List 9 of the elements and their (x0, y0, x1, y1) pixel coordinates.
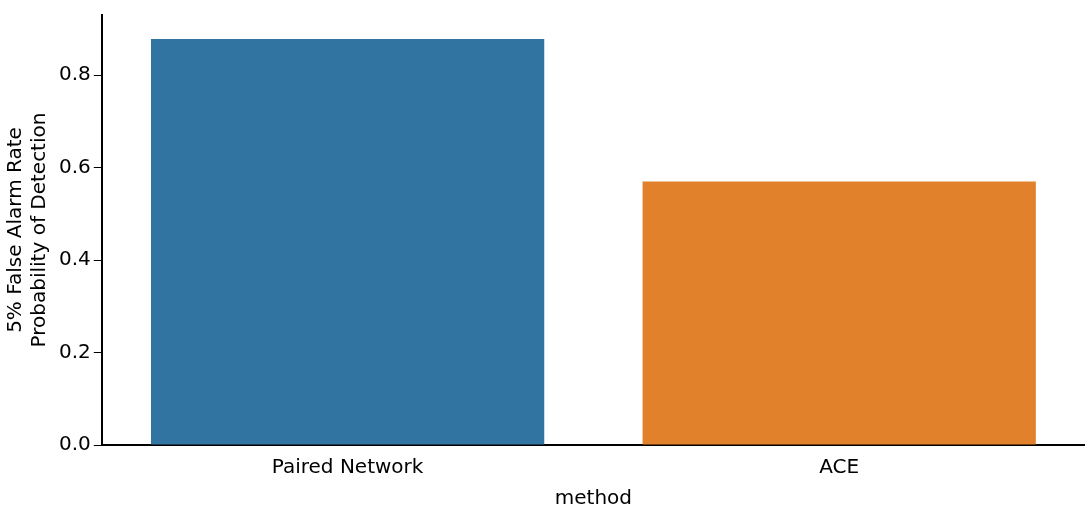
y-axis-title: 5% False Alarm Rate Probability of Detection (2, 112, 51, 348)
x-tick-label: Paired Network (271, 454, 424, 479)
y-tick-label: 0.8 (58, 61, 91, 86)
y-tick-label: 0.2 (58, 338, 91, 363)
y-tick-label: 0.6 (58, 153, 91, 178)
y-tick-label: 0.4 (58, 246, 91, 271)
x-tick-label: ACE (819, 454, 860, 479)
x-axis-title: method (554, 485, 633, 510)
y-tick-label: 0.0 (58, 431, 91, 456)
